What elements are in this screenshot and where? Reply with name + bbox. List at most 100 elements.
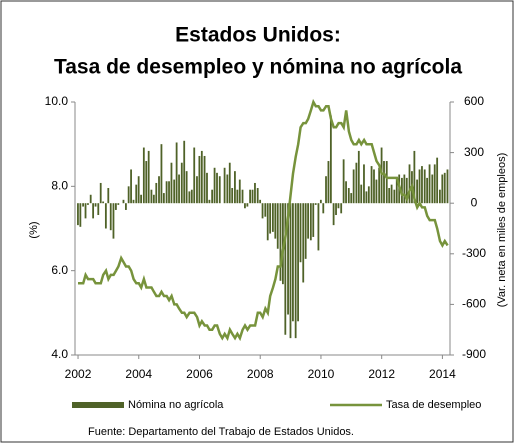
bar <box>322 203 325 214</box>
bar <box>436 157 439 204</box>
x-tick-label: 2004 <box>125 367 152 381</box>
bar <box>234 171 236 204</box>
bar <box>244 203 246 209</box>
bar <box>97 203 100 216</box>
bar <box>180 162 183 204</box>
bar <box>332 203 335 226</box>
bar <box>418 169 421 204</box>
bar <box>216 172 218 204</box>
bar <box>254 182 256 204</box>
bar <box>89 194 92 204</box>
bar <box>408 164 411 204</box>
bar <box>142 147 145 204</box>
x-tick-label: 2008 <box>247 367 274 381</box>
bar <box>79 203 82 227</box>
bar <box>183 140 186 204</box>
bar <box>125 203 127 210</box>
bar <box>249 189 252 204</box>
x-tick-label: 2006 <box>186 367 213 381</box>
bar <box>274 203 277 239</box>
bar <box>355 162 358 204</box>
bar <box>102 201 105 204</box>
bar <box>325 176 327 204</box>
x-tick-label: 2010 <box>308 367 335 381</box>
y2-tick-label: -600 <box>462 297 486 311</box>
bar <box>137 176 140 204</box>
bar <box>314 203 317 205</box>
bar <box>213 167 216 204</box>
y-tick-label: 8.0 <box>51 179 68 193</box>
bar <box>132 199 135 204</box>
bar <box>431 174 434 204</box>
bar <box>367 186 370 204</box>
bar <box>226 174 229 204</box>
bar <box>446 169 449 204</box>
bar <box>107 188 110 204</box>
bar <box>160 144 163 204</box>
bar <box>238 179 241 204</box>
bar <box>426 177 429 204</box>
bar <box>251 189 254 204</box>
bar <box>433 164 436 204</box>
bar <box>380 147 383 204</box>
bar <box>271 203 274 232</box>
bar <box>375 179 378 204</box>
bar <box>94 203 97 207</box>
bar <box>208 199 211 204</box>
bar <box>405 177 408 204</box>
bar <box>352 169 355 204</box>
bar <box>135 184 138 204</box>
bar <box>198 155 201 204</box>
bar <box>312 203 315 237</box>
chart-subtitle: Tasa de desempleo y nómina no agrícola <box>54 56 462 79</box>
bar <box>438 189 441 204</box>
bar <box>92 203 95 219</box>
bar <box>261 203 264 219</box>
legend-label: Tasa de desempleo <box>386 399 481 411</box>
bar <box>350 193 353 204</box>
bar <box>77 203 79 226</box>
bar <box>241 189 244 204</box>
bar <box>109 203 112 231</box>
bar <box>307 203 309 239</box>
bar <box>357 150 360 204</box>
bar <box>302 203 305 283</box>
bar <box>228 162 231 204</box>
y2-tick-label: 600 <box>464 94 484 108</box>
bar <box>188 191 191 204</box>
bar <box>193 147 196 204</box>
bar <box>365 191 368 204</box>
bar <box>304 203 307 259</box>
bar <box>162 193 165 204</box>
bar <box>206 172 208 204</box>
legend-label: Nómina no agrícola <box>128 399 224 411</box>
bar <box>279 203 282 281</box>
x-tick-label: 2014 <box>429 367 456 381</box>
bar <box>360 184 363 204</box>
bar <box>170 162 173 204</box>
y2-tick-label: -900 <box>462 347 486 361</box>
bar <box>373 169 375 204</box>
bar <box>211 189 214 204</box>
x-tick-label: 2012 <box>368 367 395 381</box>
bar <box>168 181 170 204</box>
y2-axis-label: (Var. neta en miles de empleos) <box>496 153 508 307</box>
bar <box>236 189 239 204</box>
bar <box>190 189 193 204</box>
bar <box>319 199 322 204</box>
bar <box>342 159 345 204</box>
bar <box>218 176 221 204</box>
bar <box>329 115 332 204</box>
y2-tick-label: 300 <box>464 145 484 159</box>
bar <box>284 203 287 335</box>
legend-swatch <box>72 402 124 408</box>
bar <box>294 203 297 339</box>
bar <box>421 166 423 204</box>
bar <box>196 176 198 204</box>
bar <box>84 203 87 219</box>
chart-title: Estados Unidos: <box>175 24 341 47</box>
bar <box>385 161 388 204</box>
bar <box>117 203 120 205</box>
y2-tick-label: -300 <box>462 246 486 260</box>
